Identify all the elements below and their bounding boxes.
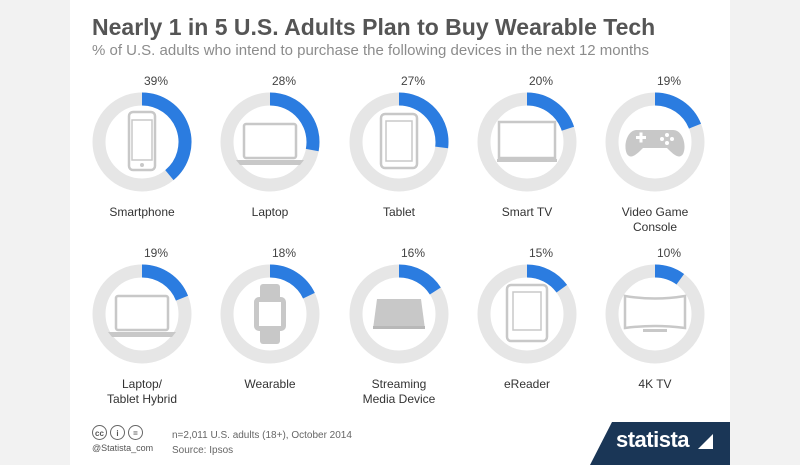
donut-item: 18% Wearable bbox=[220, 246, 320, 391]
donut-value-arc bbox=[398, 92, 449, 149]
statista-logo[interactable]: statista bbox=[616, 427, 690, 452]
hybrid-laptop-icon bbox=[108, 294, 176, 337]
curved-tv-icon-shape bbox=[623, 294, 687, 330]
category-label: Console bbox=[633, 220, 677, 234]
donut-item: 39% Smartphone bbox=[92, 74, 192, 219]
percent-label: 18% bbox=[272, 246, 296, 260]
smartphone-icon-shape bbox=[127, 110, 157, 172]
category-label: 4K TV bbox=[638, 377, 671, 391]
category-label: Video Game bbox=[622, 205, 689, 219]
chart-subtitle: % of U.S. adults who intend to purchase … bbox=[92, 42, 649, 59]
gamepad-button-shape bbox=[660, 137, 664, 141]
category-label: Streaming bbox=[372, 377, 427, 391]
donut-value-arc bbox=[526, 264, 568, 293]
gamepad-icon bbox=[625, 130, 685, 157]
percent-label: 19% bbox=[657, 74, 681, 88]
gamepad-button-shape bbox=[670, 137, 674, 141]
category-label: Wearable bbox=[244, 377, 295, 391]
donut-value-arc bbox=[654, 264, 685, 285]
screen-shape bbox=[131, 119, 153, 161]
category-label: eReader bbox=[504, 377, 550, 391]
gamepad-icon-shape bbox=[625, 130, 685, 157]
donut-item: 27% Tablet bbox=[349, 74, 449, 219]
donut-value-arc bbox=[526, 92, 575, 132]
category-label: Smartphone bbox=[109, 205, 175, 219]
source-note: Source: Ipsos bbox=[172, 445, 234, 456]
tv-icon-shape bbox=[497, 120, 557, 160]
license-block: cc i = @Statista_com bbox=[92, 425, 153, 453]
footnote: n=2,011 U.S. adults (18+), October 2014 … bbox=[172, 428, 352, 458]
screen-shape bbox=[385, 120, 413, 162]
category-label: Laptop bbox=[252, 205, 289, 219]
cc-icon[interactable]: cc bbox=[92, 425, 107, 440]
home-button-shape bbox=[140, 163, 144, 167]
tablet-icon bbox=[379, 112, 419, 170]
donut-value-arc bbox=[269, 92, 320, 152]
tv-icon bbox=[497, 120, 557, 162]
curved-tv-icon bbox=[623, 294, 687, 332]
donut-value-arc bbox=[141, 264, 189, 301]
ereader-icon bbox=[505, 283, 549, 343]
tv-stand-shape bbox=[497, 159, 557, 162]
smartphone-icon bbox=[127, 110, 157, 172]
category-label: Smart TV bbox=[502, 205, 552, 219]
donut-value-arc bbox=[654, 92, 702, 129]
laptop-base-shape bbox=[108, 332, 176, 337]
chart-title: Nearly 1 in 5 U.S. Adults Plan to Buy We… bbox=[92, 14, 656, 40]
no-derivatives-icon[interactable]: = bbox=[128, 425, 143, 440]
gamepad-button-shape bbox=[665, 133, 669, 137]
donut-item: 20% Smart TV bbox=[477, 74, 577, 219]
donut-item: 10% 4K TV bbox=[605, 246, 705, 391]
attribution-icon[interactable]: i bbox=[110, 425, 125, 440]
donut-value-arc bbox=[398, 264, 441, 295]
ereader-icon-shape bbox=[505, 283, 549, 343]
donut-value-arc bbox=[269, 264, 315, 299]
gamepad-button-shape bbox=[665, 141, 669, 145]
percent-label: 16% bbox=[401, 246, 425, 260]
tv-stand-shape bbox=[643, 329, 667, 332]
percent-label: 39% bbox=[144, 74, 168, 88]
screen-shape bbox=[512, 291, 542, 331]
sample-note: n=2,011 U.S. adults (18+), October 2014 bbox=[172, 430, 352, 441]
dpad-v-shape bbox=[639, 132, 643, 143]
donut-value-arc bbox=[141, 92, 192, 181]
category-label: Media Device bbox=[363, 392, 436, 406]
percent-label: 20% bbox=[529, 74, 553, 88]
category-label: Laptop/ bbox=[122, 377, 163, 391]
watch-face-shape bbox=[259, 302, 281, 326]
donut-item: 28% Laptop bbox=[220, 74, 320, 219]
laptop-icon bbox=[236, 122, 304, 165]
percent-label: 15% bbox=[529, 246, 553, 260]
donut-item: 19% Laptop/Tablet Hybrid bbox=[92, 246, 192, 406]
tablet-icon-shape bbox=[379, 112, 419, 170]
laptop-icon-shape bbox=[242, 122, 298, 160]
category-label: Tablet Hybrid bbox=[107, 392, 177, 406]
donut-item: 15% eReader bbox=[477, 246, 577, 391]
percent-label: 19% bbox=[144, 246, 168, 260]
statista-handle[interactable]: @Statista_com bbox=[92, 443, 154, 453]
streaming-box-icon bbox=[373, 299, 425, 329]
hybrid-laptop-icon-shape bbox=[114, 294, 170, 332]
percent-label: 27% bbox=[401, 74, 425, 88]
laptop-base-shape bbox=[236, 160, 304, 165]
category-label: Tablet bbox=[383, 205, 416, 219]
box-base-shape bbox=[373, 326, 425, 329]
percent-label: 28% bbox=[272, 74, 296, 88]
percent-label: 10% bbox=[657, 246, 681, 260]
cc-badges: cc i = bbox=[92, 425, 153, 440]
smartwatch-icon bbox=[254, 284, 286, 344]
chart-card bbox=[70, 0, 730, 465]
streaming-box-icon-shape bbox=[373, 299, 425, 329]
